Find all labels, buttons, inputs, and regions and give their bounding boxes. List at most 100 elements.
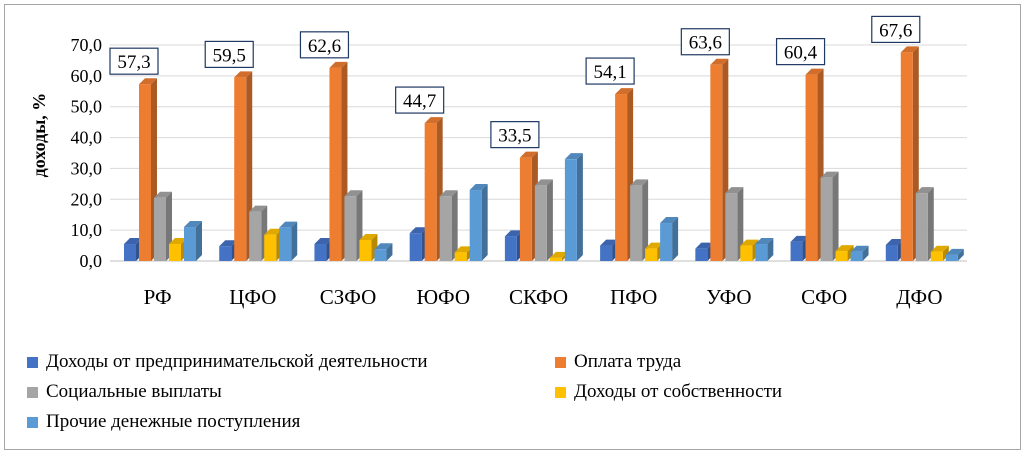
- y-tick-label: 70,0: [71, 35, 103, 55]
- data-label-box: [585, 57, 635, 85]
- bar-top: [504, 230, 523, 237]
- bar-front: [329, 67, 342, 261]
- data-label-text: 67,6: [879, 20, 912, 41]
- data-label-box: [775, 38, 826, 66]
- bar-top: [454, 246, 473, 253]
- category-label: СФО: [801, 285, 847, 309]
- bar-front: [409, 233, 422, 261]
- bar-front: [725, 193, 738, 261]
- bar-top: [755, 238, 774, 245]
- data-label-text: 59,5: [213, 45, 246, 66]
- bar-top: [184, 221, 202, 228]
- bar-top: [374, 243, 393, 250]
- y-tick-label: 30,0: [71, 158, 103, 178]
- y-tick-label: 10,0: [71, 220, 103, 240]
- data-label-box: [871, 15, 921, 44]
- bar: [660, 217, 679, 261]
- bar-front: [534, 185, 547, 261]
- x-axis-categories: РФ ЦФО СЗФО ЮФО СКФО ПФО УФО СФО ДФО: [144, 285, 943, 309]
- bar-top: [630, 179, 649, 186]
- bar-front: [850, 251, 863, 261]
- bar-side: [957, 248, 964, 261]
- category-label: РФ: [144, 285, 172, 309]
- bar-top: [234, 71, 253, 78]
- bar-side: [927, 187, 934, 261]
- category-label: ЮФО: [416, 285, 470, 309]
- data-label: 62,6: [299, 31, 350, 59]
- data-label-box: [299, 31, 350, 59]
- bar-top: [945, 248, 964, 255]
- bar-front: [695, 248, 708, 261]
- bar-top: [124, 238, 142, 245]
- bar: [374, 243, 393, 261]
- category-label: СЗФО: [320, 285, 377, 309]
- bar-top: [279, 221, 298, 228]
- bar-front: [630, 185, 643, 261]
- bar: [725, 187, 744, 261]
- bar-top: [740, 239, 759, 246]
- bar-top: [900, 46, 919, 53]
- bar-side: [481, 184, 488, 261]
- bar-top: [820, 171, 839, 178]
- legend-swatch: [555, 386, 566, 398]
- bar-top: [885, 238, 904, 245]
- bar-side: [291, 221, 298, 261]
- bar-side: [862, 245, 869, 261]
- bar-side: [832, 171, 839, 261]
- bar-top: [615, 88, 634, 95]
- legend-label: Доходы от предпринимательской деятельнос…: [46, 351, 428, 372]
- bar: [630, 179, 649, 261]
- data-label-box: [204, 40, 254, 69]
- data-label-box: [680, 28, 730, 56]
- bar-front: [885, 244, 898, 261]
- bar: [930, 245, 949, 261]
- legend-label: Доходы от собственности: [574, 381, 783, 402]
- y-tick-label: 0,0: [80, 251, 103, 271]
- legend-item: Доходы от собственности: [555, 381, 782, 403]
- bar-side: [451, 190, 458, 261]
- bar-front: [219, 246, 232, 261]
- bar-front: [424, 123, 437, 261]
- legend-swatch: [27, 416, 38, 428]
- bar-top: [329, 61, 348, 68]
- legend-label: Оплата труда: [574, 351, 682, 372]
- bar-side: [576, 153, 583, 261]
- bar-top: [359, 234, 378, 241]
- bar-front: [469, 190, 482, 261]
- bar-front: [234, 77, 247, 262]
- bar-front: [249, 211, 262, 261]
- category-label: ДФО: [896, 285, 942, 309]
- bar-front: [915, 193, 928, 261]
- data-label-text: 63,6: [689, 33, 722, 54]
- bar-side: [767, 238, 774, 261]
- bar-front: [454, 252, 467, 261]
- bar-front: [549, 257, 562, 261]
- data-label: 60,4: [775, 38, 826, 66]
- category-label: СКФО: [509, 285, 568, 309]
- bar-top: [564, 153, 583, 160]
- data-label: 44,7: [395, 86, 445, 114]
- bar-top: [660, 217, 679, 224]
- bar: [710, 58, 729, 262]
- bar-top: [139, 78, 157, 85]
- bar-front: [805, 74, 818, 261]
- legend-swatch: [555, 356, 566, 368]
- bars: [124, 46, 964, 262]
- data-label-text: 54,1: [593, 62, 626, 83]
- data-label: 59,5: [204, 40, 254, 69]
- bar-top: [600, 239, 619, 246]
- bar-top: [645, 242, 664, 249]
- legend-item: Оплата труда: [555, 351, 681, 373]
- bar: [469, 184, 488, 261]
- bar: [439, 190, 458, 261]
- category-label: ЦФО: [229, 285, 276, 309]
- bar-front: [184, 227, 196, 261]
- bar-top: [249, 205, 268, 212]
- bar: [184, 221, 202, 261]
- data-label-box: [109, 47, 159, 75]
- bar-side: [546, 179, 553, 261]
- bar: [615, 88, 634, 261]
- bar-front: [519, 157, 532, 261]
- bar-top: [534, 179, 553, 186]
- bar-top: [344, 190, 363, 197]
